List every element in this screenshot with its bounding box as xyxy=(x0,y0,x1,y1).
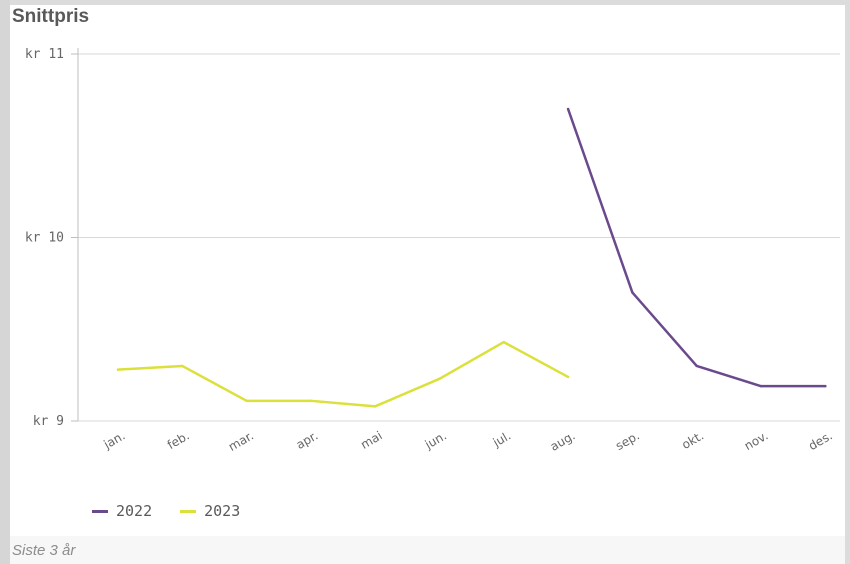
x-tick-label: aug. xyxy=(548,428,578,453)
data-point-2023 xyxy=(245,399,248,403)
x-tick-label: nov. xyxy=(742,428,771,453)
x-tick-label: apr. xyxy=(294,428,321,451)
window-frame-top xyxy=(0,0,850,5)
window-frame-right xyxy=(845,0,850,564)
series-line-2023 xyxy=(116,340,570,408)
legend-label: 2023 xyxy=(204,502,241,520)
legend-item-2022[interactable]: 2022 xyxy=(92,502,152,520)
x-tick-label: mai xyxy=(358,428,384,451)
data-point-2023 xyxy=(116,368,120,371)
data-point-2023 xyxy=(438,377,441,380)
data-point-2022 xyxy=(759,384,763,388)
data-point-2022 xyxy=(695,364,698,368)
y-tick-label: kr 11 xyxy=(25,47,64,62)
x-tick-label: jan. xyxy=(100,428,127,452)
x-tick-label: okt. xyxy=(679,428,706,452)
data-point-2023 xyxy=(502,340,505,344)
data-point-2023 xyxy=(181,364,184,368)
legend-item-2023[interactable]: 2023 xyxy=(180,502,240,520)
legend-swatch xyxy=(180,509,197,513)
x-tick-label: des. xyxy=(806,428,835,453)
grid-layer xyxy=(78,53,840,422)
data-point-2023 xyxy=(374,405,377,408)
chart-panel xyxy=(10,5,845,564)
line-chart: kr 9 kr 10 kr 11 jan. feb. mar. apr. mai jun. ju… xyxy=(25,47,840,454)
axis-layer xyxy=(71,48,79,422)
data-point-2023 xyxy=(309,399,313,403)
x-tick-label: jul. xyxy=(490,428,514,450)
x-tick-label: sep. xyxy=(613,428,642,453)
legend-label: 2022 xyxy=(116,502,153,520)
footnote: Siste 3 år xyxy=(12,542,76,559)
window-frame-left xyxy=(0,0,10,564)
data-point-2022 xyxy=(824,384,827,388)
data-point-2022 xyxy=(566,107,570,111)
y-tick-label: kr 9 xyxy=(33,414,64,429)
x-tick-label: feb. xyxy=(165,428,192,452)
data-point-2023 xyxy=(566,375,570,379)
y-axis-ticks: kr 9 kr 10 kr 11 xyxy=(25,47,64,429)
footer-bar xyxy=(10,536,845,564)
series-layer xyxy=(116,107,827,408)
y-tick-label: kr 10 xyxy=(25,231,64,246)
x-axis-ticks: jan. feb. mar. apr. mai jun. jul. aug. sep. okt. n… xyxy=(100,428,834,453)
legend-swatch xyxy=(92,509,108,513)
data-point-2022 xyxy=(631,291,634,294)
legend: 2022 2023 xyxy=(92,502,240,520)
x-tick-label: jun. xyxy=(422,428,449,452)
x-tick-label: mar. xyxy=(226,428,256,453)
series-line-2022 xyxy=(566,107,827,388)
chart-title: Snittpris xyxy=(12,6,90,27)
